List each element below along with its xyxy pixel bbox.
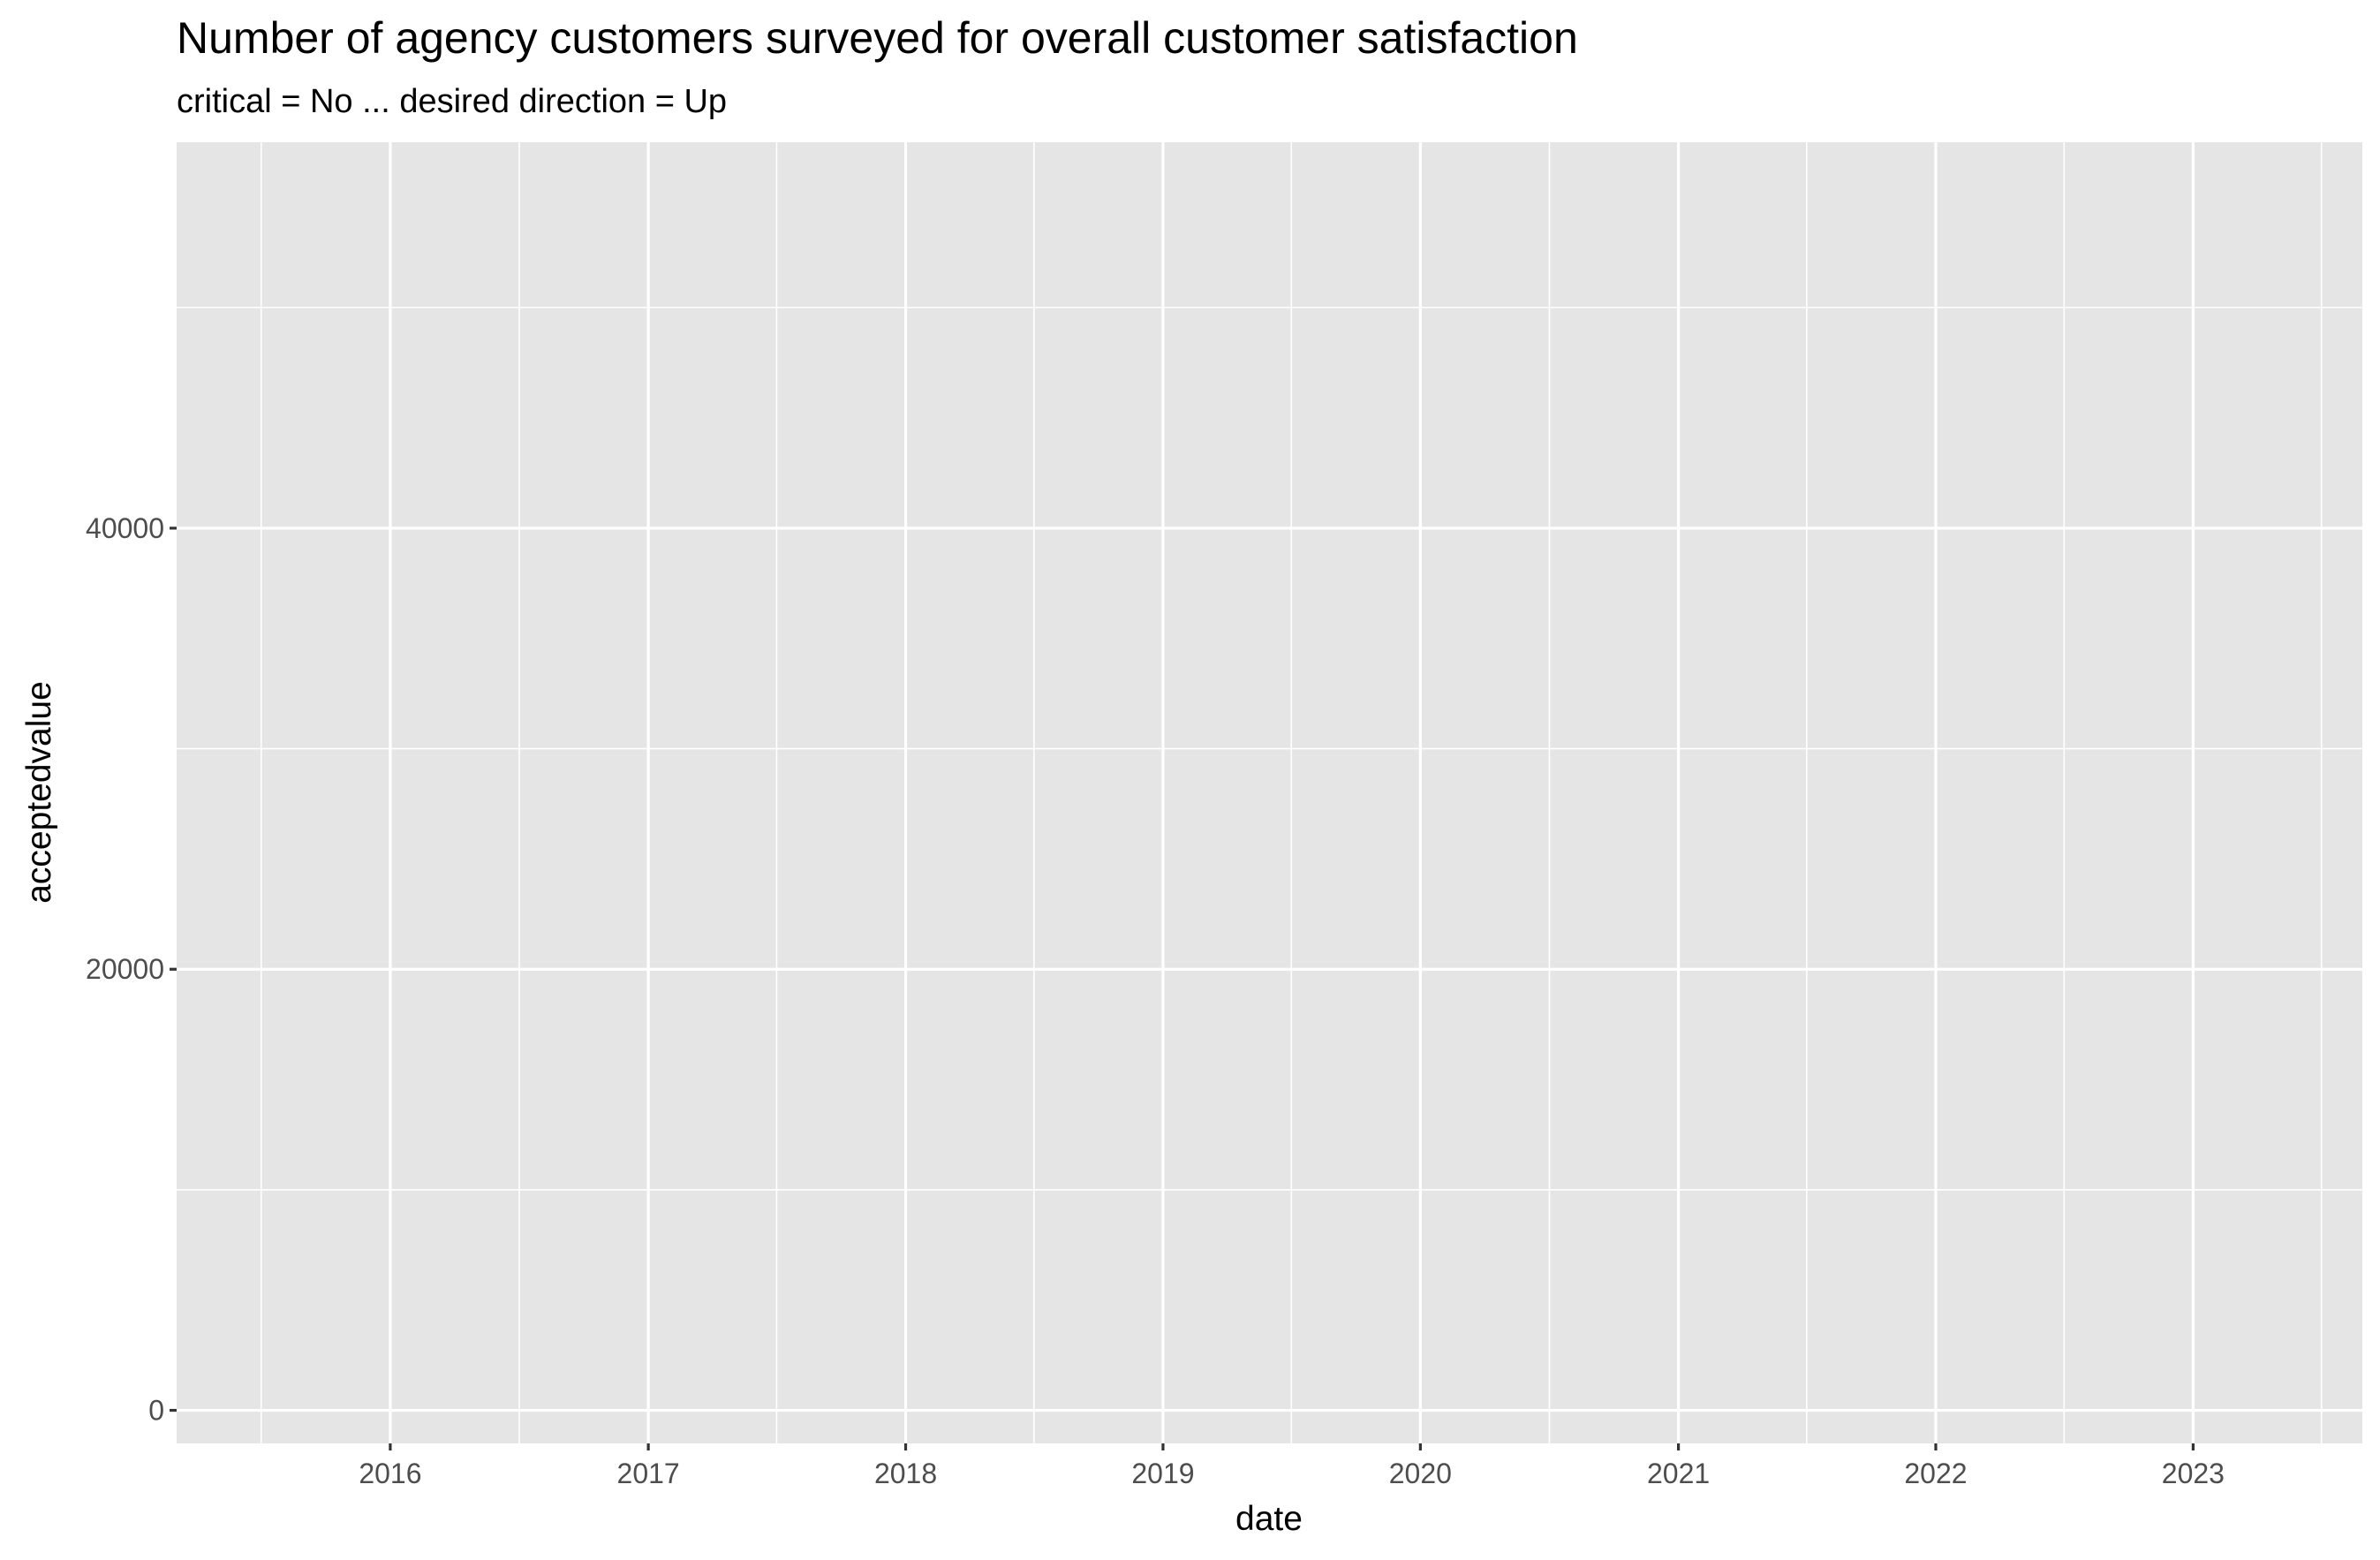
y-axis-title: acceptedvalue	[20, 681, 58, 904]
y-tick-label: 20000	[86, 953, 164, 985]
x-tick-label: 2019	[1131, 1458, 1194, 1489]
chart-title: Number of agency customers surveyed for …	[177, 13, 1578, 63]
y-tick-label: 40000	[86, 512, 164, 544]
y-axis: 0 20000 40000	[86, 512, 177, 1427]
x-axis: 2016 2017 2018 2019 2020 2021 2022 2023	[359, 1443, 2225, 1489]
plot-panel	[177, 142, 2362, 1443]
x-tick-label: 2018	[874, 1458, 937, 1489]
x-tick-label: 2021	[1647, 1458, 1710, 1489]
major-grid	[177, 142, 2362, 1443]
x-tick-label: 2022	[1904, 1458, 1967, 1489]
x-tick-label: 2016	[359, 1458, 421, 1489]
minor-grid	[177, 142, 2362, 1443]
x-tick-label: 2017	[617, 1458, 680, 1489]
x-tick-label: 2020	[1389, 1458, 1452, 1489]
y-tick-label: 0	[148, 1395, 164, 1427]
x-axis-title: date	[1235, 1500, 1303, 1538]
chart-subtitle: critical = No ... desired direction = Up	[177, 83, 727, 120]
x-tick-label: 2023	[2162, 1458, 2225, 1489]
